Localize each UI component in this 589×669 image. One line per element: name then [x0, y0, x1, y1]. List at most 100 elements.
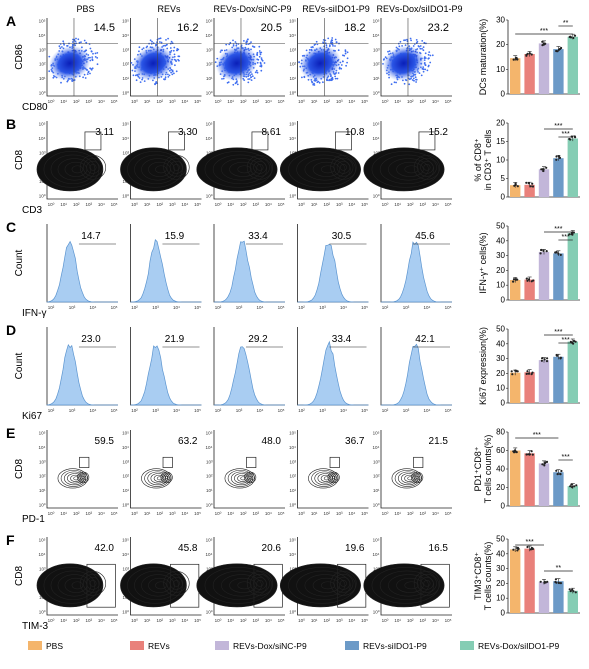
flow-x-tick: 10³: [420, 618, 427, 623]
flow-y-tick: 10⁴: [39, 136, 46, 141]
contour-line: [330, 155, 357, 180]
flow-y-tick: 10³: [122, 150, 129, 155]
data-point: [545, 460, 549, 463]
flow-event: [260, 69, 263, 72]
data-point: [572, 590, 575, 593]
data-point: [531, 185, 535, 188]
panel-letter: B: [6, 116, 16, 132]
flow-y-tick: 10⁵: [122, 431, 129, 436]
flow-event: [173, 53, 176, 56]
flow-x-tick: 10⁵: [445, 305, 452, 310]
flow-event: [423, 41, 426, 44]
data-point: [556, 354, 559, 357]
flow-event: [138, 46, 141, 49]
data-point: [526, 279, 529, 282]
flow-event: [330, 79, 333, 82]
flow-event: [52, 76, 55, 79]
flow-event: [387, 50, 389, 53]
flow-x-tick: 10⁴: [265, 618, 272, 623]
flow-x-tick: 10³: [319, 305, 326, 310]
flow-event: [421, 40, 424, 42]
data-point: [572, 231, 576, 234]
bar-y-tick-label: 20: [496, 266, 505, 275]
flow-event: [324, 39, 327, 42]
data-point: [514, 278, 518, 281]
flow-event: [171, 73, 174, 76]
flow-x-tick: 10²: [131, 305, 138, 310]
flow-x-tick: 10⁵: [361, 408, 368, 413]
bar-2: [538, 251, 550, 300]
contour-line: [312, 577, 341, 593]
flow-x-tick: 10⁴: [98, 618, 105, 623]
data-point: [559, 582, 563, 585]
data-point: [559, 357, 562, 360]
flow-y-axis-label: CD8: [14, 459, 25, 479]
flow-event: [330, 77, 333, 80]
contour-line: [256, 164, 264, 171]
flow-x-tick: 10⁴: [173, 305, 180, 310]
contour-line: [336, 577, 351, 590]
bar-y-tick-label: 10: [496, 65, 505, 74]
gate-box: [168, 131, 185, 151]
contour-line: [320, 581, 335, 590]
flow-x-axis-label: CD80: [22, 102, 48, 113]
contour-line: [229, 161, 257, 177]
flow-x-tick: 10¹: [60, 618, 67, 623]
flow-plot-axes: [297, 537, 369, 616]
flow-y-tick: 10⁵: [373, 538, 380, 543]
bar-y-axis-label: TIM3⁺CD8⁺: [473, 552, 483, 600]
contour-line: [50, 570, 96, 601]
contour-line: [212, 570, 268, 601]
data-point: [574, 340, 577, 343]
flow-x-tick: 10⁴: [348, 99, 355, 104]
flow-event: [91, 56, 94, 58]
flow-event: [251, 45, 254, 48]
data-point: [528, 453, 532, 456]
significance-label: ***: [526, 539, 534, 546]
flow-plot-axes: [380, 121, 452, 200]
flow-event: [96, 52, 99, 54]
gate-value: 16.5: [429, 543, 449, 554]
histogram-curve: [297, 340, 369, 406]
flow-x-tick: 10³: [336, 202, 343, 207]
contour-line: [160, 471, 173, 484]
histogram-curve: [46, 343, 118, 406]
gate-box: [251, 131, 269, 151]
flow-event: [424, 64, 427, 67]
flow-y-tick: 10³: [39, 47, 46, 52]
data-point: [545, 250, 548, 253]
legend-swatch: [215, 641, 229, 650]
flow-event: [160, 41, 163, 44]
flow-y-tick: 10⁰: [289, 610, 296, 615]
flow-x-axis-label: PD-1: [22, 514, 45, 525]
contour-line: [134, 154, 179, 185]
data-point: [543, 462, 547, 465]
bar-2: [538, 169, 550, 198]
flow-x-tick: 10⁰: [131, 202, 138, 207]
flow-event: [259, 62, 262, 65]
bar-1: [524, 453, 535, 506]
bar-y-tick-label: 60: [496, 446, 505, 455]
contour-line: [134, 570, 179, 601]
flow-event: [78, 41, 81, 44]
flow-x-tick: 10¹: [311, 202, 318, 207]
flow-x-tick: 10²: [156, 511, 163, 516]
legend-item-3: REVs-siIDO1-P9: [345, 641, 427, 651]
significance-label: ***: [562, 337, 570, 344]
contour-line: [371, 567, 440, 604]
flow-event: [165, 44, 168, 46]
flow-x-tick: 10⁴: [432, 99, 439, 104]
data-point: [555, 251, 558, 254]
flow-event: [421, 47, 423, 50]
flow-x-tick: 10²: [73, 618, 80, 623]
flow-event: [250, 76, 253, 79]
flow-event: [406, 38, 408, 41]
flow-event: [151, 40, 153, 43]
flow-event: [250, 79, 253, 81]
bar-2: [538, 43, 550, 94]
bar-4: [567, 486, 578, 506]
flow-y-tick: 10³: [122, 47, 129, 52]
data-point: [542, 42, 545, 45]
flow-y-tick: 10⁵: [39, 538, 46, 543]
gate-value: 21.9: [165, 334, 185, 345]
